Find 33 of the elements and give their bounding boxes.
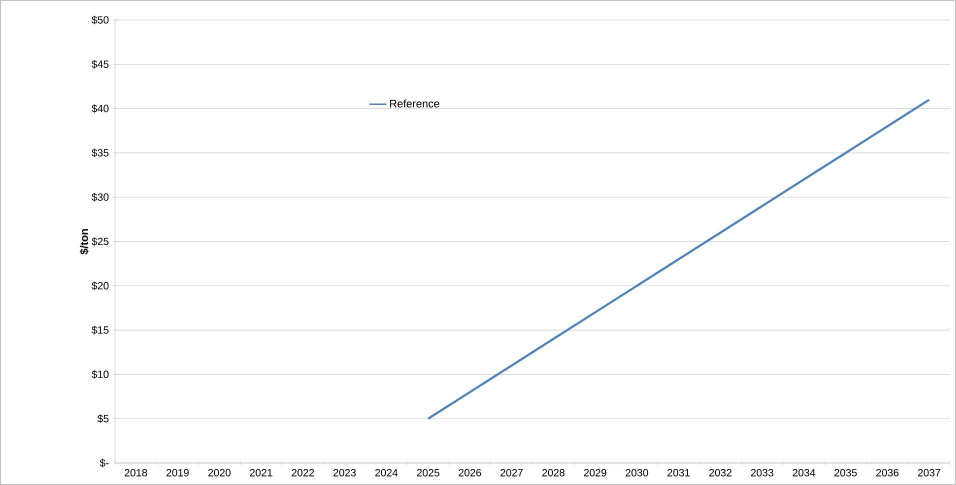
x-tick-label: 2026 (458, 469, 482, 476)
y-tick-label: $35 (92, 148, 109, 158)
x-tick-label: 2027 (500, 469, 523, 476)
x-tick-label: 2035 (834, 469, 857, 476)
y-tick-label: $45 (92, 60, 109, 69)
y-axis-title: $/ton (80, 229, 89, 254)
x-tick-label: 2036 (876, 469, 899, 476)
x-tick-label: 2029 (584, 469, 606, 476)
x-tick-label: 2019 (166, 469, 189, 476)
x-tick-label: 2034 (792, 469, 816, 476)
y-tick-label: $5 (97, 414, 109, 423)
x-tick-label: 2028 (542, 469, 565, 476)
x-tick-label: 2032 (709, 469, 732, 476)
x-tick-label: 2023 (334, 469, 356, 476)
x-tick-label: 2020 (208, 469, 231, 476)
x-tick-label: 2018 (124, 469, 148, 476)
x-tick-label: 2021 (250, 469, 272, 476)
x-tick-label: 2025 (417, 469, 440, 476)
y-tick-label: $50 (92, 16, 109, 24)
x-tick-label: 2024 (375, 469, 398, 476)
y-tick-label: $20 (92, 282, 109, 290)
y-tick-label: $15 (92, 326, 109, 334)
x-tick-label: 2030 (626, 469, 648, 476)
y-tick-label: $- (100, 458, 109, 468)
y-tick-label: $10 (92, 370, 109, 379)
y-tick-label: $40 (92, 104, 109, 113)
legend-label: Reference (390, 100, 440, 108)
y-tick-label: $30 (92, 192, 109, 202)
x-tick-label: 2033 (751, 469, 774, 476)
x-tick-label: 2037 (918, 469, 940, 476)
x-tick-label: 2031 (668, 469, 690, 476)
x-tick-label: 2022 (292, 469, 314, 476)
y-tick-label: $25 (92, 237, 109, 246)
